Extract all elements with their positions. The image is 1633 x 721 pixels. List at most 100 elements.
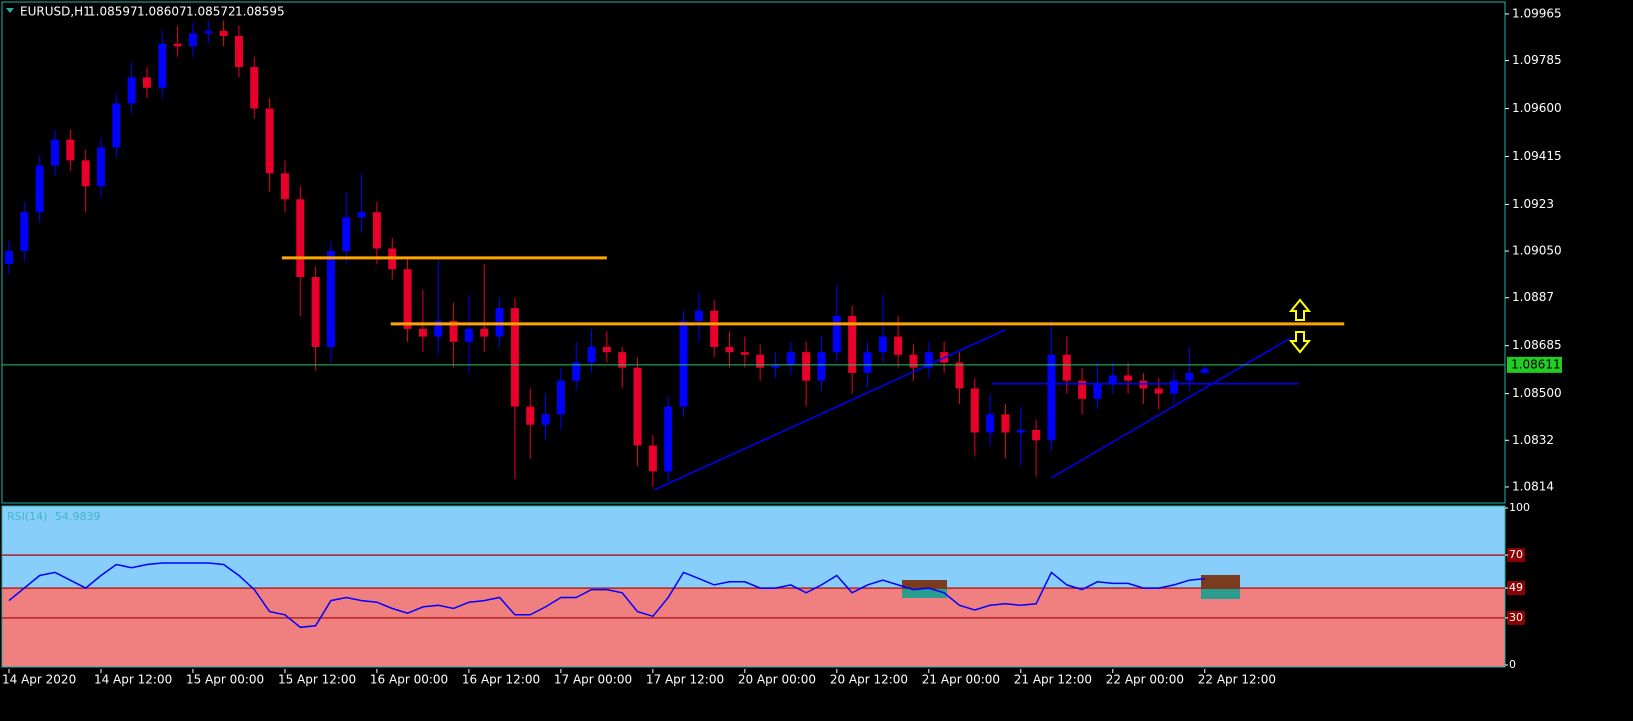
y-tick-label: 1.0887 <box>1512 290 1554 304</box>
menu-triangle <box>6 8 14 13</box>
candle-body <box>679 321 688 407</box>
candle-body <box>280 173 289 200</box>
candle-body <box>112 103 121 148</box>
candle-body <box>96 147 105 187</box>
candle-body <box>234 35 243 68</box>
y-tick-label: 1.09785 <box>1512 53 1562 67</box>
x-tick-label: 22 Apr 12:00 <box>1198 673 1276 687</box>
candle-body <box>541 414 550 425</box>
candle-body <box>403 269 412 329</box>
candle-body <box>173 43 182 47</box>
candle-body <box>572 362 581 381</box>
marker-box <box>902 589 947 598</box>
x-tick-label: 14 Apr 2020 <box>2 673 76 687</box>
x-tick-label: 14 Apr 12:00 <box>94 673 172 687</box>
y-tick-label: 100 <box>1509 501 1530 514</box>
y-tick-label: 1.09050 <box>1512 244 1562 258</box>
y-tick-label: 1.0832 <box>1512 433 1554 447</box>
y-tick-label: 70 <box>1509 548 1523 561</box>
down-arrow <box>1288 331 1312 354</box>
y-tick-label: 1.09415 <box>1512 149 1562 163</box>
rsi-title: RSI(14) <box>7 510 47 523</box>
candle-body <box>1170 380 1179 394</box>
candle-body <box>464 328 473 342</box>
candle-body <box>740 352 749 355</box>
candle-body <box>1108 375 1117 384</box>
candle-body <box>955 362 964 389</box>
candle-body <box>633 367 642 446</box>
candle-body <box>372 212 381 249</box>
candle-body <box>326 251 335 347</box>
candle-body <box>1139 380 1148 389</box>
candle-body <box>158 43 167 88</box>
y-tick-label: 1.08685 <box>1512 338 1562 352</box>
y-tick-label: 0 <box>1509 658 1516 671</box>
x-tick-label: 15 Apr 00:00 <box>186 673 264 687</box>
candle-body <box>771 365 780 368</box>
x-tick-label: 20 Apr 12:00 <box>830 673 908 687</box>
up-arrow <box>1288 298 1312 321</box>
level-label-box <box>1507 610 1525 625</box>
candle-body <box>219 30 228 36</box>
rsi-frame <box>1 505 1506 668</box>
y-tick-label: 1.0814 <box>1512 479 1554 493</box>
candle-body <box>664 406 673 472</box>
header-value: 1.08597 <box>88 5 138 19</box>
candle-body <box>5 251 13 265</box>
candle-body <box>909 354 918 368</box>
candle-body <box>1016 429 1025 433</box>
candle-body <box>924 352 933 368</box>
candle-body <box>1001 414 1010 433</box>
rsi-lower-area <box>2 588 1505 667</box>
candle-body <box>648 445 657 472</box>
y-tick-label: 1.09965 <box>1512 6 1562 20</box>
x-tick-label: 16 Apr 00:00 <box>370 673 448 687</box>
candle-body <box>756 354 765 368</box>
candle-body <box>970 388 979 433</box>
x-tick-label: 20 Apr 00:00 <box>738 673 816 687</box>
chart-title: EURUSD,H1 <box>20 5 91 19</box>
candle-body <box>1200 369 1209 373</box>
price-panel-frame <box>1 1 1506 504</box>
candle-body <box>188 33 197 47</box>
candle-body <box>311 276 320 347</box>
candle-body <box>848 315 857 373</box>
candle-body <box>296 199 305 277</box>
level-label-box <box>1507 581 1525 596</box>
level-label-box <box>1507 548 1525 563</box>
marker-box <box>1201 575 1240 589</box>
candle-body <box>142 77 151 88</box>
candle-body <box>495 308 504 337</box>
candle-body <box>832 315 841 353</box>
y-tick-label: 1.08500 <box>1512 386 1562 400</box>
candle-body <box>250 67 259 109</box>
trend-line <box>654 329 1006 491</box>
candle-body <box>1047 354 1056 441</box>
candle-body <box>526 406 535 425</box>
candle-body <box>50 139 59 166</box>
candle-body <box>556 380 565 415</box>
header-value: 1.08572 <box>186 5 236 19</box>
candle-body <box>1093 383 1102 399</box>
x-tick-label: 17 Apr 12:00 <box>646 673 724 687</box>
candle-body <box>694 310 703 322</box>
candle-body <box>863 352 872 373</box>
candle-body <box>1078 380 1087 399</box>
x-tick-label: 15 Apr 12:00 <box>278 673 356 687</box>
candle-body <box>480 328 489 337</box>
candle-body <box>127 77 136 104</box>
candle-body <box>510 308 519 407</box>
rsi-value: 54.9839 <box>55 510 101 523</box>
candle-body <box>20 212 29 252</box>
candle-body <box>618 352 627 368</box>
candle-body <box>986 414 995 433</box>
candle-body <box>357 212 366 218</box>
y-tick-label: 1.0923 <box>1512 197 1554 211</box>
x-tick-label: 21 Apr 12:00 <box>1014 673 1092 687</box>
header-value: 1.08607 <box>137 5 187 19</box>
y-tick-label: 49 <box>1509 581 1523 594</box>
candle-body <box>1154 388 1163 394</box>
candle-body <box>35 165 44 213</box>
